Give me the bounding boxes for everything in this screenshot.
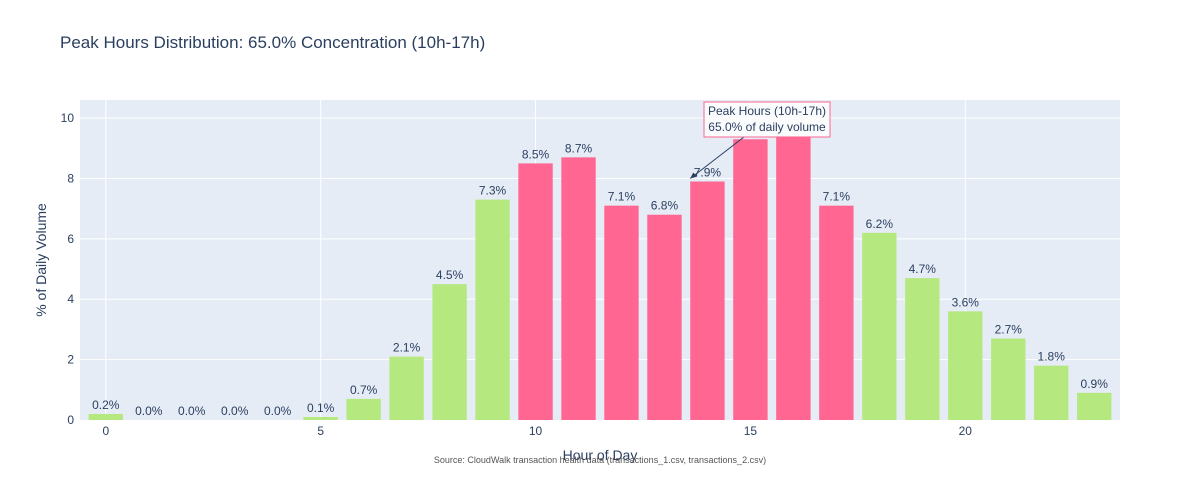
bar xyxy=(303,416,338,420)
bar-value-label: 8.7% xyxy=(565,141,593,155)
y-axis-title: % of Daily Volume xyxy=(33,203,49,317)
bar-value-label: 7.9% xyxy=(694,166,722,180)
bar xyxy=(1034,365,1069,420)
bar xyxy=(432,284,467,420)
bar-value-label: 0.0% xyxy=(135,404,163,418)
bar xyxy=(733,139,768,420)
bar-value-label: 2.1% xyxy=(393,341,421,355)
bar xyxy=(819,205,854,420)
bar-value-label: 0.0% xyxy=(264,404,292,418)
bar-value-label: 7.1% xyxy=(608,190,636,204)
bar-value-label: 0.0% xyxy=(221,404,249,418)
bar xyxy=(776,136,811,420)
bar-value-label: 7.3% xyxy=(479,184,507,198)
annotation-arrow-head xyxy=(690,172,698,179)
bar xyxy=(346,398,381,420)
bar-value-label: 8.5% xyxy=(522,147,550,161)
x-tick-label: 15 xyxy=(744,424,758,438)
bar-value-label: 0.9% xyxy=(1081,377,1109,391)
bar-value-label: 6.8% xyxy=(651,199,679,213)
bar xyxy=(690,181,725,420)
bar-value-label: 7.1% xyxy=(823,190,851,204)
x-tick-label: 0 xyxy=(102,424,109,438)
bar-value-label: 4.5% xyxy=(436,268,464,282)
y-tick-label: 10 xyxy=(61,111,75,125)
x-tick-label: 5 xyxy=(317,424,324,438)
y-tick-label: 8 xyxy=(67,171,74,185)
annotation-box xyxy=(703,101,831,138)
bar-value-label: 3.6% xyxy=(952,295,980,309)
y-tick-label: 0 xyxy=(67,413,74,427)
bar xyxy=(561,157,596,420)
x-tick-label: 20 xyxy=(959,424,973,438)
annotation-line-1: Peak Hours (10h-17h) xyxy=(708,104,826,118)
bar xyxy=(88,413,123,420)
source-note: Source: CloudWalk transaction health dat… xyxy=(434,455,766,465)
y-tick-label: 2 xyxy=(67,353,74,367)
bar-value-label: 1.8% xyxy=(1038,350,1066,364)
bar-value-label: 2.7% xyxy=(995,322,1023,336)
bar xyxy=(389,356,424,420)
bar xyxy=(518,163,553,420)
bar xyxy=(647,214,682,420)
plot-area xyxy=(80,100,1120,420)
bar xyxy=(948,311,983,420)
bar xyxy=(604,205,639,420)
y-tick-label: 6 xyxy=(67,232,74,246)
x-tick-label: 10 xyxy=(529,424,543,438)
bar xyxy=(475,199,510,420)
bar-value-label: 0.1% xyxy=(307,401,335,415)
bar-value-label: 4.7% xyxy=(909,262,937,276)
y-tick-label: 4 xyxy=(67,292,74,306)
bar xyxy=(991,338,1026,420)
bar xyxy=(862,232,897,420)
bar-value-label: 0.0% xyxy=(178,404,206,418)
x-axis-title: Hour of Day xyxy=(563,447,638,463)
bar-value-label: 0.2% xyxy=(92,398,120,412)
bar xyxy=(1077,392,1112,420)
annotation-line-2: 65.0% of daily volume xyxy=(708,120,826,134)
bar xyxy=(905,278,940,420)
chart-title: Peak Hours Distribution: 65.0% Concentra… xyxy=(60,33,486,52)
annotation-arrow-line xyxy=(689,136,745,179)
bar-value-label: 0.7% xyxy=(350,383,378,397)
bar-value-label: 6.2% xyxy=(866,217,894,231)
